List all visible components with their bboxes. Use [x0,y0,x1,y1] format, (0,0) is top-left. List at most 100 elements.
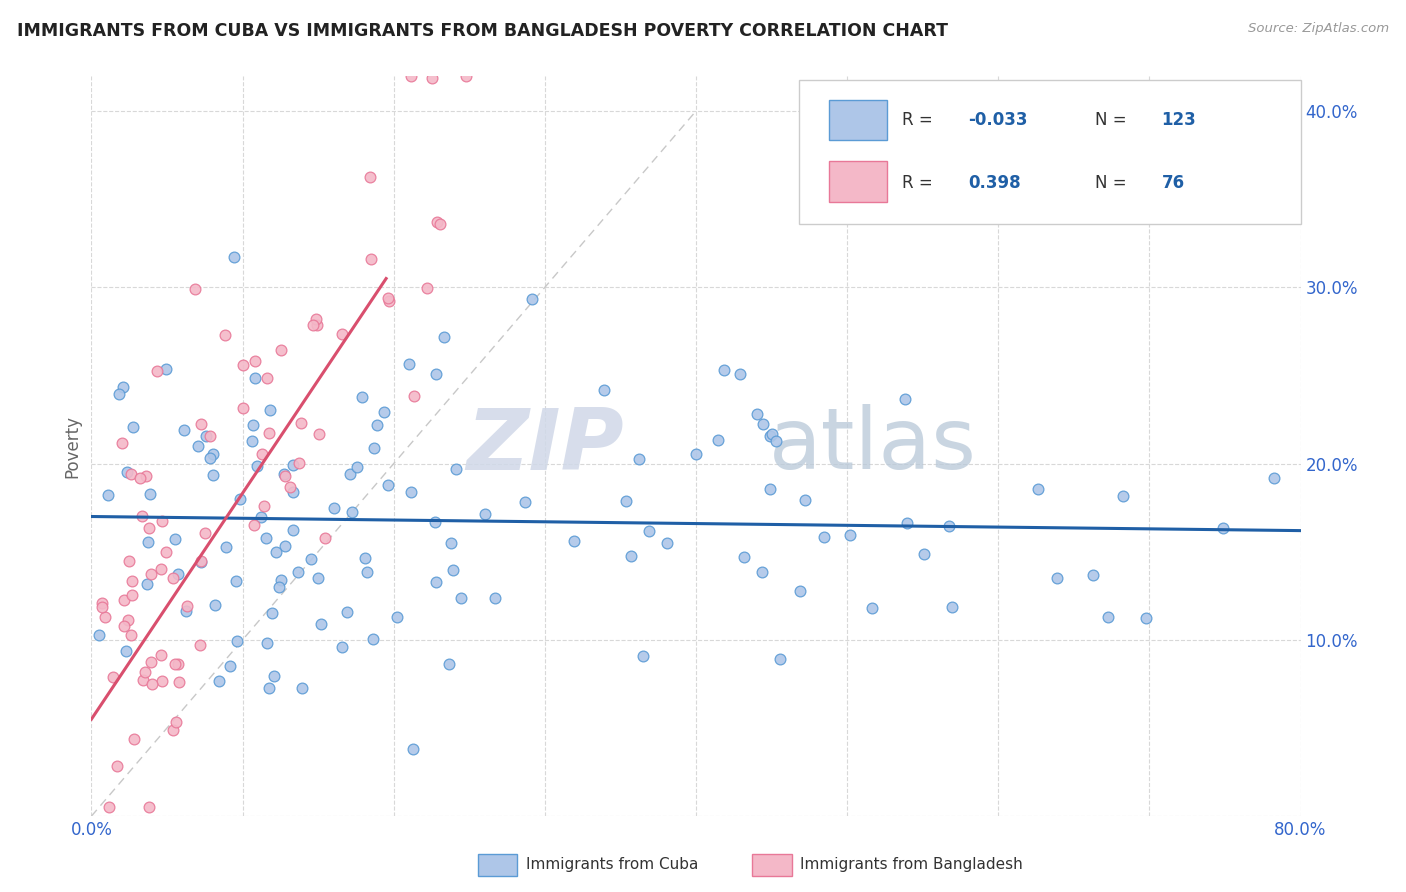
Point [311,617,333,632]
Point [638,524,661,538]
Point [184,282,207,296]
Point [1097,610,1119,624]
Point [167,674,190,689]
Text: R =: R = [901,174,938,192]
Point [204,598,226,612]
Point [173,423,195,437]
Point [242,418,264,433]
Point [620,549,643,563]
Point [340,505,363,519]
Point [188,638,211,652]
Point [627,452,650,467]
Point [138,800,160,814]
Point [107,386,129,401]
Point [198,450,221,465]
Point [270,343,292,357]
Point [129,471,152,485]
Point [254,531,277,545]
Point [655,536,678,550]
Point [202,467,225,482]
Point [121,588,143,602]
FancyBboxPatch shape [830,161,887,202]
Point [450,591,472,605]
Point [290,416,312,430]
Point [373,405,395,419]
Point [938,519,960,533]
Point [377,478,399,492]
Point [302,318,325,332]
Point [150,562,173,576]
Point [190,417,212,432]
Point [117,613,139,627]
Point [299,552,322,566]
Point [141,677,163,691]
Text: 0.398: 0.398 [967,174,1021,192]
Point [415,281,437,295]
Point [246,459,269,474]
Point [441,563,464,577]
Point [263,668,285,682]
Point [765,434,787,448]
Point [308,426,330,441]
Point [256,370,278,384]
Point [274,469,297,483]
Point [166,657,188,671]
Point [136,534,159,549]
Point [1081,568,1104,582]
Point [1263,471,1285,485]
Point [398,357,420,371]
Point [377,291,399,305]
Point [250,509,273,524]
Point [112,380,135,394]
Point [793,493,815,508]
Point [112,593,135,607]
Point [1212,521,1234,535]
Point [429,218,451,232]
Point [163,532,186,546]
Point [190,555,212,569]
Point [253,499,276,513]
Point [273,467,295,481]
Point [98,800,121,814]
Point [97,488,120,502]
Point [378,293,401,308]
Point [360,252,382,267]
Point [91,595,114,609]
Point [243,517,266,532]
Point [513,495,536,509]
FancyBboxPatch shape [830,100,887,140]
Point [336,605,359,619]
Point [115,465,138,479]
Point [614,494,637,508]
Point [860,601,883,615]
Point [346,460,368,475]
Text: 76: 76 [1161,174,1185,192]
Point [103,670,125,684]
Point [322,501,344,516]
Point [150,514,173,528]
Point [135,469,157,483]
Point [281,523,304,537]
Text: N =: N = [1095,174,1132,192]
Point [385,610,408,624]
Text: Source: ZipAtlas.com: Source: ZipAtlas.com [1249,22,1389,36]
Point [120,628,142,642]
Point [215,540,238,554]
Point [187,439,209,453]
Point [291,681,314,696]
Text: 123: 123 [1161,112,1197,129]
Point [685,447,707,461]
FancyBboxPatch shape [799,79,1301,224]
Point [257,425,280,440]
Point [165,657,187,671]
Point [162,723,184,737]
Point [350,390,373,404]
Point [356,565,378,579]
Point [305,318,328,333]
Point [146,364,169,378]
Point [264,544,287,558]
Point [257,681,280,695]
Point [194,525,217,540]
Y-axis label: Poverty: Poverty [63,415,82,477]
Point [733,550,755,565]
